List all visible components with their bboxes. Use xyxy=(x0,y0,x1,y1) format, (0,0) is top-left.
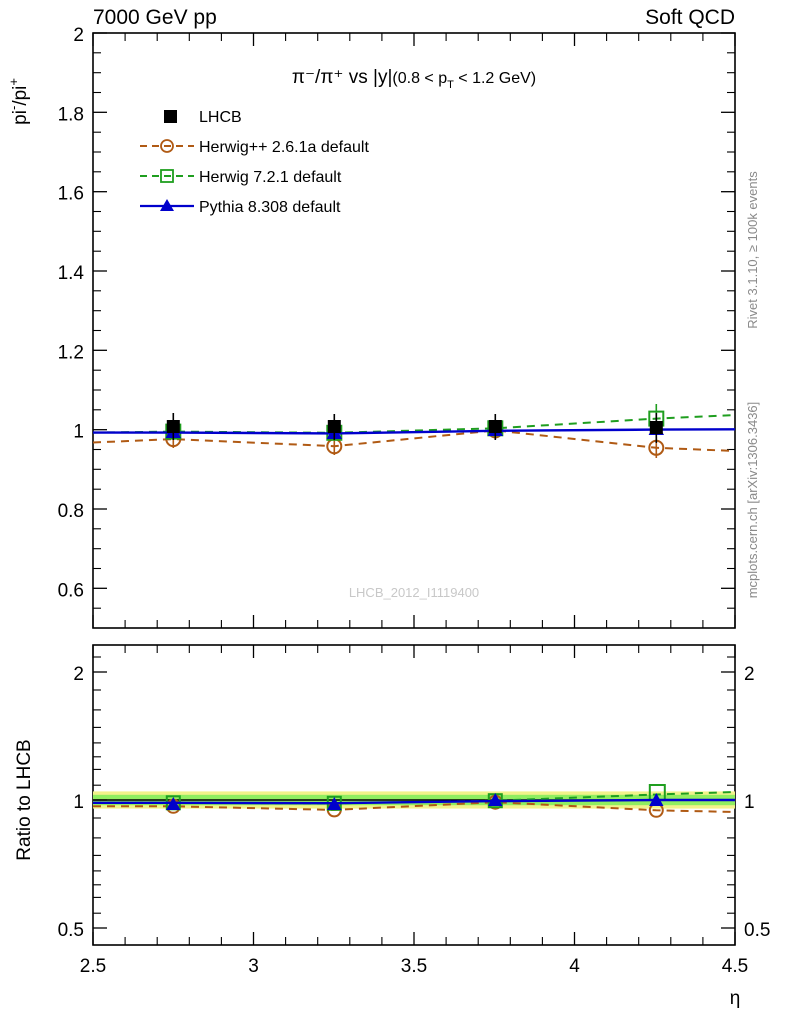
watermark-analysis-id: LHCB_2012_I1119400 xyxy=(349,585,479,600)
herwigpp-line xyxy=(92,429,736,452)
legend-item-lhcb[interactable]: LHCB xyxy=(164,109,242,126)
y-tick-0p8: 0.8 xyxy=(58,501,84,522)
ratio-y-tick-1-right: 1 xyxy=(744,792,755,813)
ratio-y-tick-0p5-right: 0.5 xyxy=(744,920,770,941)
plot-title-cond: (0.8 < p xyxy=(392,70,447,87)
ratio-y-tick-2-right: 2 xyxy=(744,664,755,685)
main-series-lhcb xyxy=(166,413,663,443)
main-series-herwigpp xyxy=(92,421,736,458)
side-label-rivet: Rivet 3.1.10, ≥ 100k events xyxy=(745,171,760,329)
ratio-pythia-point xyxy=(166,797,181,810)
y-tick-0p6: 0.6 xyxy=(58,580,84,601)
side-label-mcplots: mcplots.cern.ch [arXiv:1306.3436] xyxy=(745,402,760,599)
y-tick-2: 2 xyxy=(73,25,84,46)
ratio-y-tick-2-left: 2 xyxy=(73,664,84,685)
herwig7-line xyxy=(92,414,736,434)
legend-item-herwig7[interactable]: Herwig 7.2.1 default xyxy=(140,169,342,186)
side-label-mcplots-text: mcplots.cern.ch [arXiv:1306.3436] xyxy=(745,402,760,599)
main-y-tick-labels: 2 1.8 1.6 1.4 1.2 1 0.8 0.6 xyxy=(58,25,85,601)
plot-title-cond2: < 1.2 GeV) xyxy=(454,70,536,87)
y-tick-1p2: 1.2 xyxy=(58,342,84,363)
ratio-pythia-point xyxy=(488,793,503,806)
ratio-y-tick-labels: 2 1 0.5 2 1 0.5 xyxy=(58,664,771,941)
main-y-minor-ticks xyxy=(93,52,735,609)
plot-title-main: π⁻/π⁺ vs |y| xyxy=(292,67,392,88)
x-tick-2p5: 2.5 xyxy=(80,956,106,977)
legend-label-lhcb: LHCB xyxy=(199,109,242,126)
main-series-pythia xyxy=(93,421,736,439)
svg-text:pi-/pi+: pi-/pi+ xyxy=(6,78,31,125)
y-tick-1: 1 xyxy=(73,422,84,443)
y-label-part2: /pi xyxy=(10,86,31,106)
legend-item-pythia[interactable]: Pythia 8.308 default xyxy=(140,199,341,216)
x-tick-labels: 2.5 3 3.5 4 4.5 xyxy=(80,956,748,977)
legend-label-pythia: Pythia 8.308 default xyxy=(199,199,341,216)
legend-marker-circle-open-icon xyxy=(160,139,174,153)
ratio-y-tick-0p5-left: 0.5 xyxy=(58,920,84,941)
x-axis-label: η xyxy=(730,988,741,1009)
main-series-herwig7 xyxy=(92,404,736,441)
ratio-y-tick-1-left: 1 xyxy=(73,792,84,813)
ratio-pythia-point xyxy=(649,793,664,806)
main-panel-frame xyxy=(92,32,736,629)
legend-label-herwigpp: Herwig++ 2.6.1a default xyxy=(199,139,369,156)
legend-marker-square-open-icon xyxy=(160,169,174,183)
ratio-pythia-point xyxy=(327,797,342,810)
legend: LHCB Herwig++ 2.6.1a default Herwig 7.2.… xyxy=(140,109,369,216)
header-left: 7000 GeV pp xyxy=(93,6,217,29)
y-tick-1p6: 1.6 xyxy=(58,184,84,205)
ratio-series-pythia xyxy=(93,793,735,810)
x-tick-4p5: 4.5 xyxy=(722,956,748,977)
legend-marker-square-filled-icon xyxy=(164,110,177,123)
ratio-x-ticks xyxy=(92,645,736,945)
y-axis-label-main: pi-/pi+ xyxy=(6,78,31,125)
main-y-major-ticks xyxy=(93,32,735,589)
x-tick-3: 3 xyxy=(248,956,259,977)
y-label-sup-plus: + xyxy=(6,78,21,86)
legend-item-herwigpp[interactable]: Herwig++ 2.6.1a default xyxy=(140,139,369,156)
y-tick-1p8: 1.8 xyxy=(58,104,84,125)
pythia-line xyxy=(93,428,736,435)
y-tick-1p4: 1.4 xyxy=(58,263,85,284)
ratio-herwigpp-line xyxy=(93,801,736,813)
ratio-herwig7-line xyxy=(93,791,736,805)
y-label-sup-minus: - xyxy=(6,106,21,110)
legend-marker-triangle-filled-icon xyxy=(160,199,174,211)
main-x-ticks xyxy=(92,33,736,628)
ratio-pythia-line xyxy=(93,798,735,805)
x-tick-3p5: 3.5 xyxy=(401,956,427,977)
plot-title-sub: T xyxy=(447,79,454,91)
side-label-rivet-text: Rivet 3.1.10, ≥ 100k events xyxy=(745,171,760,329)
y-axis-label-ratio: Ratio to LHCB xyxy=(14,739,35,860)
header-right: Soft QCD xyxy=(645,6,735,29)
y-label-part1: pi xyxy=(10,110,31,125)
plot-title: π⁻/π⁺ vs |y|(0.8 < pT < 1.2 GeV) xyxy=(292,67,536,91)
ratio-axis-label-text: Ratio to LHCB xyxy=(14,739,35,860)
x-tick-4: 4 xyxy=(569,956,580,977)
legend-label-herwig7: Herwig 7.2.1 default xyxy=(199,169,342,186)
